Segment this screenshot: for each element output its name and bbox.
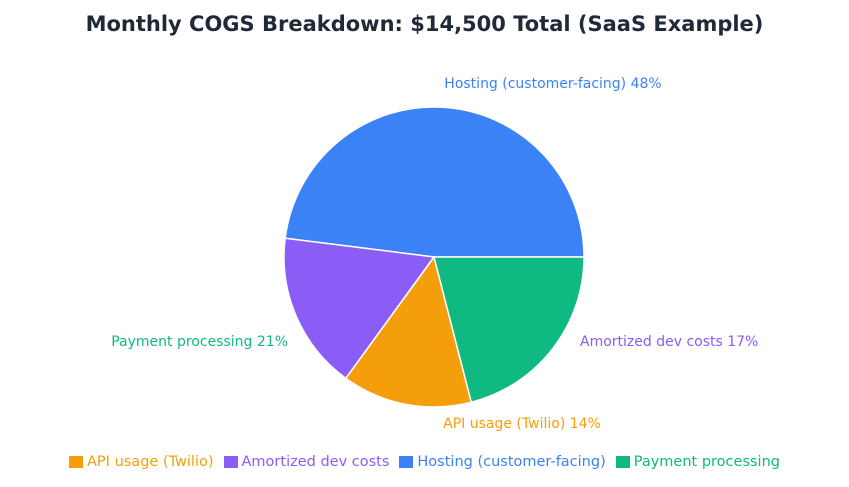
legend-label-amortized-dev: Amortized dev costs <box>241 454 390 470</box>
legend-swatch-payment <box>615 456 630 468</box>
pie-slice-hosting-customer-facing[interactable] <box>284 106 585 258</box>
slice-label-amortized-dev-costs: Amortized dev costs 17% <box>580 334 758 350</box>
legend-item-api-usage[interactable]: API usage (Twilio) <box>69 454 214 470</box>
legend-swatch-hosting <box>399 456 414 468</box>
legend-swatch-api-usage <box>69 456 84 468</box>
legend-label-api-usage: API usage (Twilio) <box>87 454 214 470</box>
pie-slice-payment-processing[interactable] <box>433 256 585 404</box>
legend-item-payment[interactable]: Payment processing <box>615 454 780 470</box>
pie-slice-amortized-dev-costs[interactable] <box>283 237 436 380</box>
legend-swatch-amortized-dev <box>223 456 238 468</box>
slice-label-api-usage-twilio: API usage (Twilio) 14% <box>443 416 601 432</box>
legend-item-hosting[interactable]: Hosting (customer-facing) <box>399 454 606 470</box>
legend-item-amortized-dev[interactable]: Amortized dev costs <box>223 454 390 470</box>
pie-slice-api-usage-twilio[interactable] <box>344 255 473 408</box>
slice-label-hosting-customer-facing: Hosting (customer-facing) 48% <box>444 76 661 92</box>
slice-label-payment-processing: Payment processing 21% <box>111 334 288 350</box>
legend-label-payment: Payment processing <box>633 454 780 470</box>
legend-label-hosting: Hosting (customer-facing) <box>417 454 606 470</box>
legend: API usage (Twilio) Amortized dev costs H… <box>0 454 849 470</box>
chart-title: Monthly COGS Breakdown: $14,500 Total (S… <box>85 12 764 36</box>
